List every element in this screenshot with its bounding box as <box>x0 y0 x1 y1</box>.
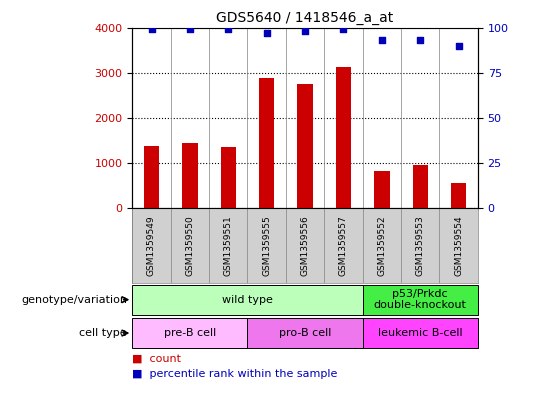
Bar <box>182 143 198 208</box>
Text: GSM1359556: GSM1359556 <box>301 215 309 276</box>
Bar <box>259 78 274 208</box>
Point <box>377 37 386 43</box>
Text: GSM1359554: GSM1359554 <box>454 215 463 276</box>
Text: GSM1359555: GSM1359555 <box>262 215 271 276</box>
Text: genotype/variation: genotype/variation <box>21 295 127 305</box>
Bar <box>451 183 467 208</box>
Title: GDS5640 / 1418546_a_at: GDS5640 / 1418546_a_at <box>217 11 394 25</box>
Bar <box>132 318 247 348</box>
Bar <box>374 171 389 208</box>
Text: p53/Prkdc
double-knockout: p53/Prkdc double-knockout <box>374 289 467 310</box>
Point <box>147 26 156 33</box>
Point <box>416 37 424 43</box>
Bar <box>247 318 363 348</box>
Bar <box>144 146 159 208</box>
Bar <box>363 318 478 348</box>
Point <box>262 30 271 36</box>
Text: pre-B cell: pre-B cell <box>164 328 216 338</box>
Bar <box>363 285 478 315</box>
Text: GSM1359550: GSM1359550 <box>185 215 194 276</box>
Bar <box>413 165 428 208</box>
Point <box>454 42 463 49</box>
Point <box>339 26 348 33</box>
Text: GSM1359549: GSM1359549 <box>147 215 156 276</box>
Point <box>301 28 309 34</box>
Text: ■  percentile rank within the sample: ■ percentile rank within the sample <box>132 369 338 379</box>
Text: ■  count: ■ count <box>132 354 181 364</box>
Text: leukemic B-cell: leukemic B-cell <box>378 328 463 338</box>
Text: wild type: wild type <box>222 295 273 305</box>
Text: GSM1359551: GSM1359551 <box>224 215 233 276</box>
Text: pro-B cell: pro-B cell <box>279 328 331 338</box>
Text: GSM1359557: GSM1359557 <box>339 215 348 276</box>
Bar <box>298 84 313 208</box>
Text: GSM1359553: GSM1359553 <box>416 215 425 276</box>
Bar <box>221 147 236 208</box>
Point <box>186 26 194 33</box>
Bar <box>336 67 351 208</box>
Text: cell type: cell type <box>79 328 127 338</box>
Point <box>224 26 233 33</box>
Bar <box>132 285 363 315</box>
Text: GSM1359552: GSM1359552 <box>377 215 387 276</box>
